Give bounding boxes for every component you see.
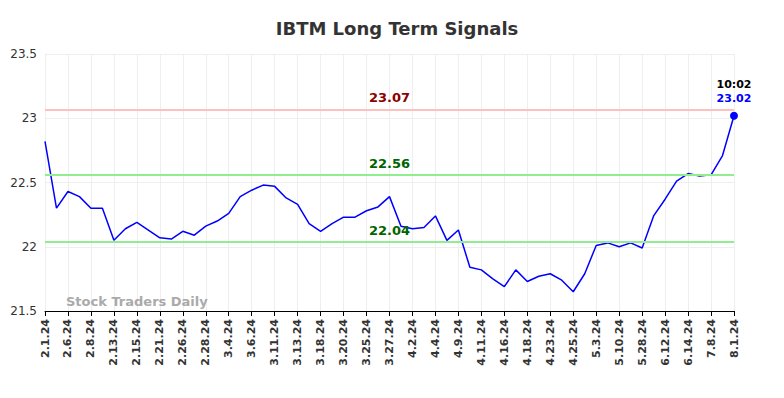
- svg-text:3.4.24: 3.4.24: [222, 319, 235, 358]
- svg-text:23.02: 23.02: [717, 92, 752, 105]
- svg-text:7.8.24: 7.8.24: [705, 319, 718, 358]
- svg-text:2.13.24: 2.13.24: [107, 319, 120, 366]
- svg-text:4.9.24: 4.9.24: [452, 319, 465, 358]
- svg-text:4.4.24: 4.4.24: [429, 319, 442, 358]
- svg-text:3.18.24: 3.18.24: [314, 319, 327, 366]
- svg-text:5.3.24: 5.3.24: [590, 319, 603, 358]
- svg-text:22.04: 22.04: [369, 223, 410, 238]
- svg-text:6.12.24: 6.12.24: [659, 319, 672, 366]
- svg-text:23: 23: [22, 111, 37, 125]
- svg-text:2.26.24: 2.26.24: [176, 319, 189, 366]
- svg-text:4.16.24: 4.16.24: [498, 319, 511, 366]
- svg-text:IBTM Long Term Signals: IBTM Long Term Signals: [276, 18, 519, 39]
- svg-text:5.28.24: 5.28.24: [636, 319, 649, 366]
- svg-text:23.5: 23.5: [10, 47, 37, 61]
- svg-text:6.14.24: 6.14.24: [682, 319, 695, 366]
- svg-text:3.27.24: 3.27.24: [383, 319, 396, 366]
- svg-text:4.11.24: 4.11.24: [475, 319, 488, 366]
- svg-text:3.6.24: 3.6.24: [245, 319, 258, 358]
- svg-text:Stock Traders Daily: Stock Traders Daily: [66, 294, 208, 309]
- svg-text:4.2.24: 4.2.24: [406, 319, 419, 358]
- svg-text:22.5: 22.5: [10, 176, 37, 190]
- svg-text:8.1.24: 8.1.24: [728, 319, 741, 358]
- svg-text:4.25.24: 4.25.24: [567, 319, 580, 366]
- svg-text:5.10.24: 5.10.24: [613, 319, 626, 366]
- svg-text:22: 22: [22, 240, 37, 254]
- svg-text:3.25.24: 3.25.24: [360, 319, 373, 366]
- svg-text:2.6.24: 2.6.24: [61, 319, 74, 358]
- svg-text:2.15.24: 2.15.24: [130, 319, 143, 366]
- svg-text:2.21.24: 2.21.24: [153, 319, 166, 366]
- svg-text:3.13.24: 3.13.24: [291, 319, 304, 366]
- svg-text:2.1.24: 2.1.24: [39, 319, 52, 358]
- svg-text:3.20.24: 3.20.24: [337, 319, 350, 366]
- svg-text:4.23.24: 4.23.24: [544, 319, 557, 366]
- svg-text:2.28.24: 2.28.24: [199, 319, 212, 366]
- svg-text:2.8.24: 2.8.24: [84, 319, 97, 358]
- svg-text:22.56: 22.56: [369, 156, 410, 171]
- svg-text:23.07: 23.07: [369, 90, 410, 105]
- svg-text:4.18.24: 4.18.24: [521, 319, 534, 366]
- svg-text:21.5: 21.5: [10, 304, 37, 318]
- svg-text:10:02: 10:02: [716, 78, 751, 91]
- svg-text:3.11.24: 3.11.24: [268, 319, 281, 366]
